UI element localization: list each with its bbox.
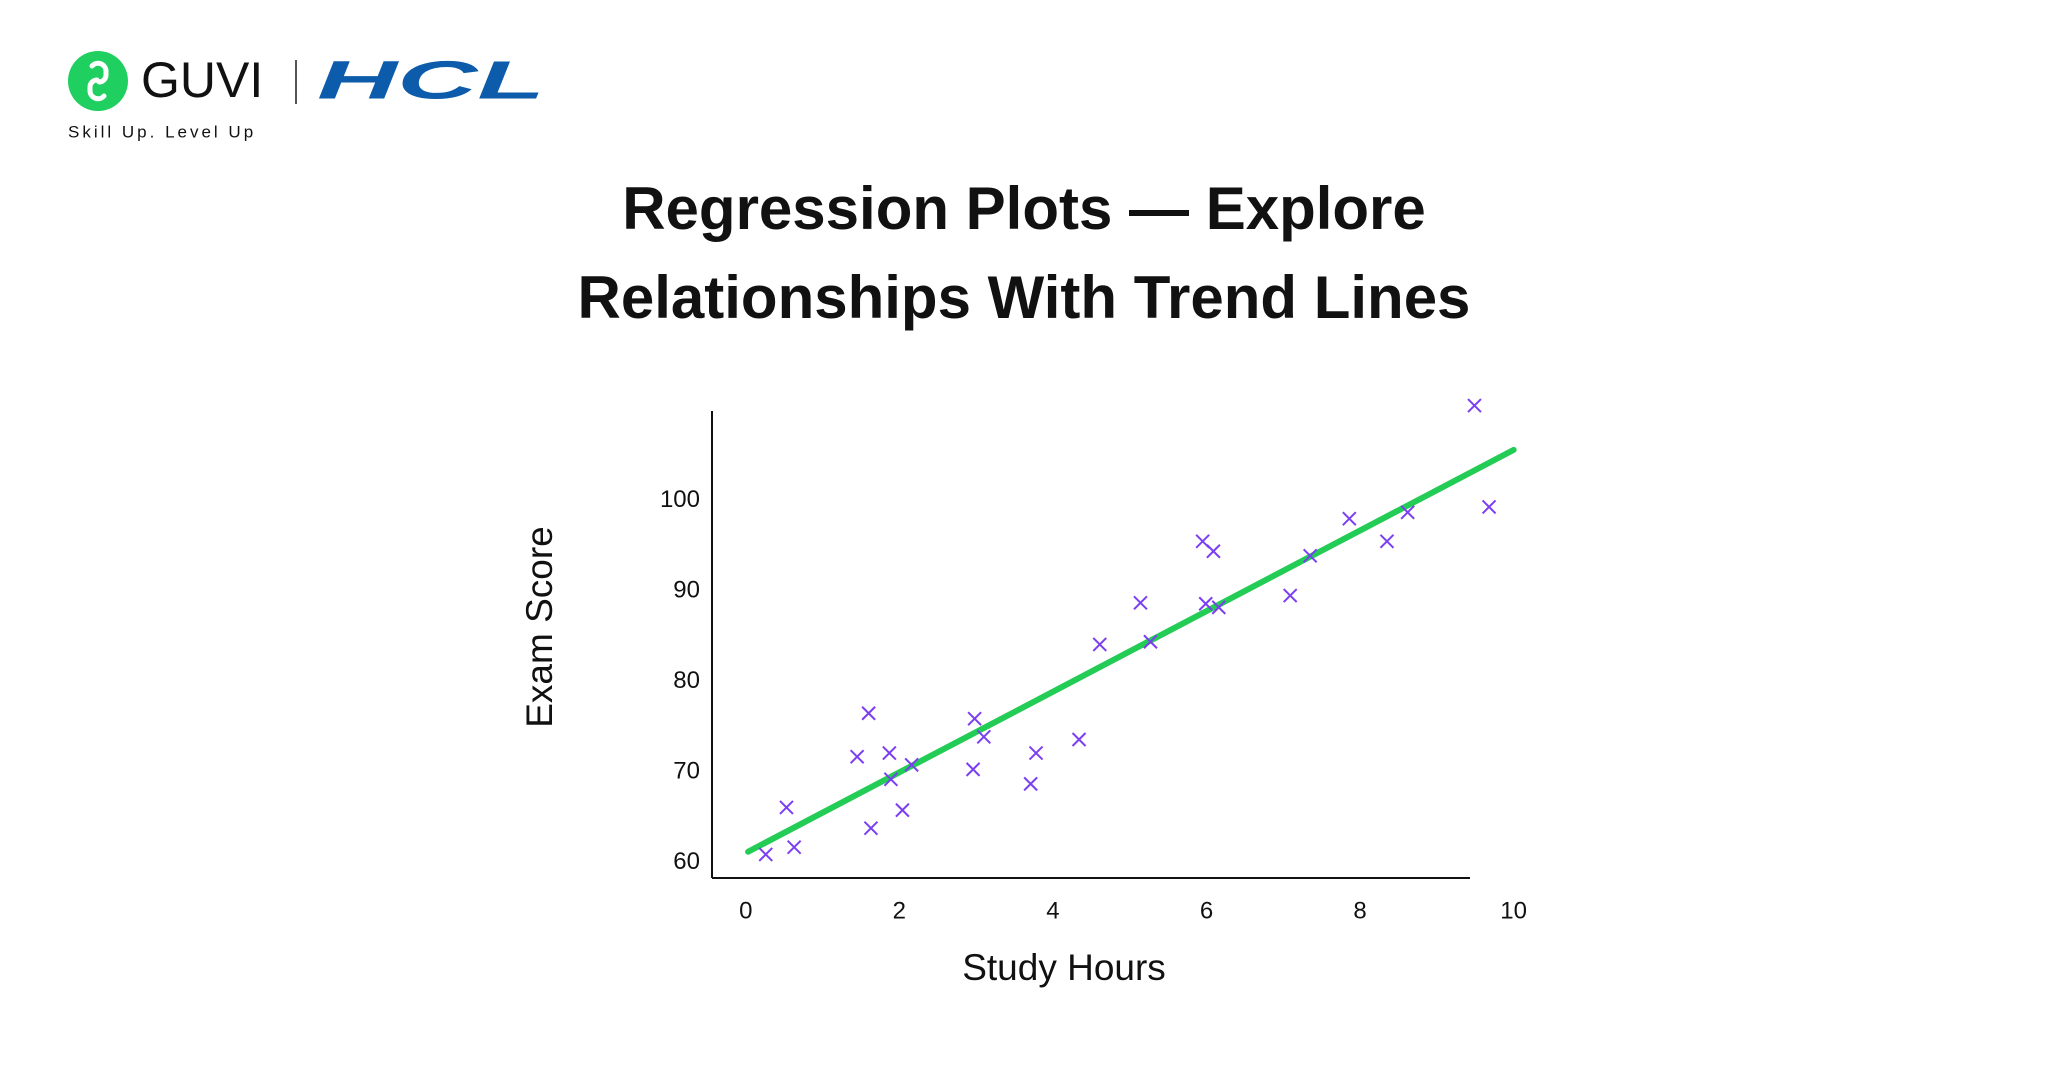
- y-axis-label: Exam Score: [519, 526, 560, 728]
- data-point: [1143, 634, 1158, 649]
- x-tick-label: 8: [1353, 897, 1366, 924]
- data-point: [1302, 548, 1318, 563]
- data-point: [1092, 637, 1107, 652]
- logo-glyph: [87, 60, 109, 102]
- brand-name: GUVI: [141, 52, 263, 108]
- data-point: [758, 847, 773, 862]
- data-point: [895, 802, 910, 818]
- data-point: [1133, 595, 1148, 611]
- data-point: [976, 729, 992, 745]
- data-point: [849, 749, 865, 764]
- data-point: [1028, 745, 1044, 761]
- x-tick-label: 6: [1200, 897, 1213, 924]
- data-point: [1467, 398, 1482, 413]
- x-tick-label: 2: [893, 897, 906, 924]
- data-point: [1282, 588, 1298, 603]
- data-point: [1206, 544, 1221, 559]
- data-point: [1211, 600, 1226, 615]
- data-point: [863, 821, 879, 836]
- data-point: [1198, 596, 1213, 611]
- data-point: [965, 762, 981, 777]
- tagline: Skill Up. Level Up: [68, 122, 256, 141]
- x-tick-label: 0: [739, 897, 752, 924]
- y-tick-label: 100: [660, 486, 700, 513]
- data-point: [861, 706, 876, 721]
- data-point: [1071, 732, 1087, 747]
- chart-title: Regression Plots — Explore: [622, 175, 1426, 242]
- data-point: [904, 757, 919, 773]
- data-point: [967, 711, 982, 726]
- data-point: [1481, 499, 1497, 515]
- x-tick-label: 4: [1046, 897, 1059, 924]
- y-tick-label: 90: [673, 576, 700, 603]
- y-tick-label: 60: [673, 848, 700, 875]
- y-tick-label: 70: [673, 757, 700, 784]
- data-point: [883, 772, 899, 787]
- data-point: [786, 840, 802, 855]
- data-point: [1342, 511, 1357, 526]
- chart-title: Relationships With Trend Lines: [578, 264, 1471, 331]
- y-tick-label: 80: [673, 667, 700, 694]
- data-point: [1379, 534, 1395, 549]
- x-axis-label: Study Hours: [962, 947, 1166, 988]
- trend-line: [745, 446, 1517, 855]
- data-point: [882, 745, 897, 761]
- data-point: [779, 800, 794, 815]
- logo: GUVI HCL Skill Up. Level Up: [68, 50, 545, 141]
- partner-name: HCL: [317, 50, 545, 110]
- data-point: [1023, 776, 1038, 792]
- data-point: [1400, 505, 1415, 520]
- x-tick-label: 10: [1500, 897, 1527, 924]
